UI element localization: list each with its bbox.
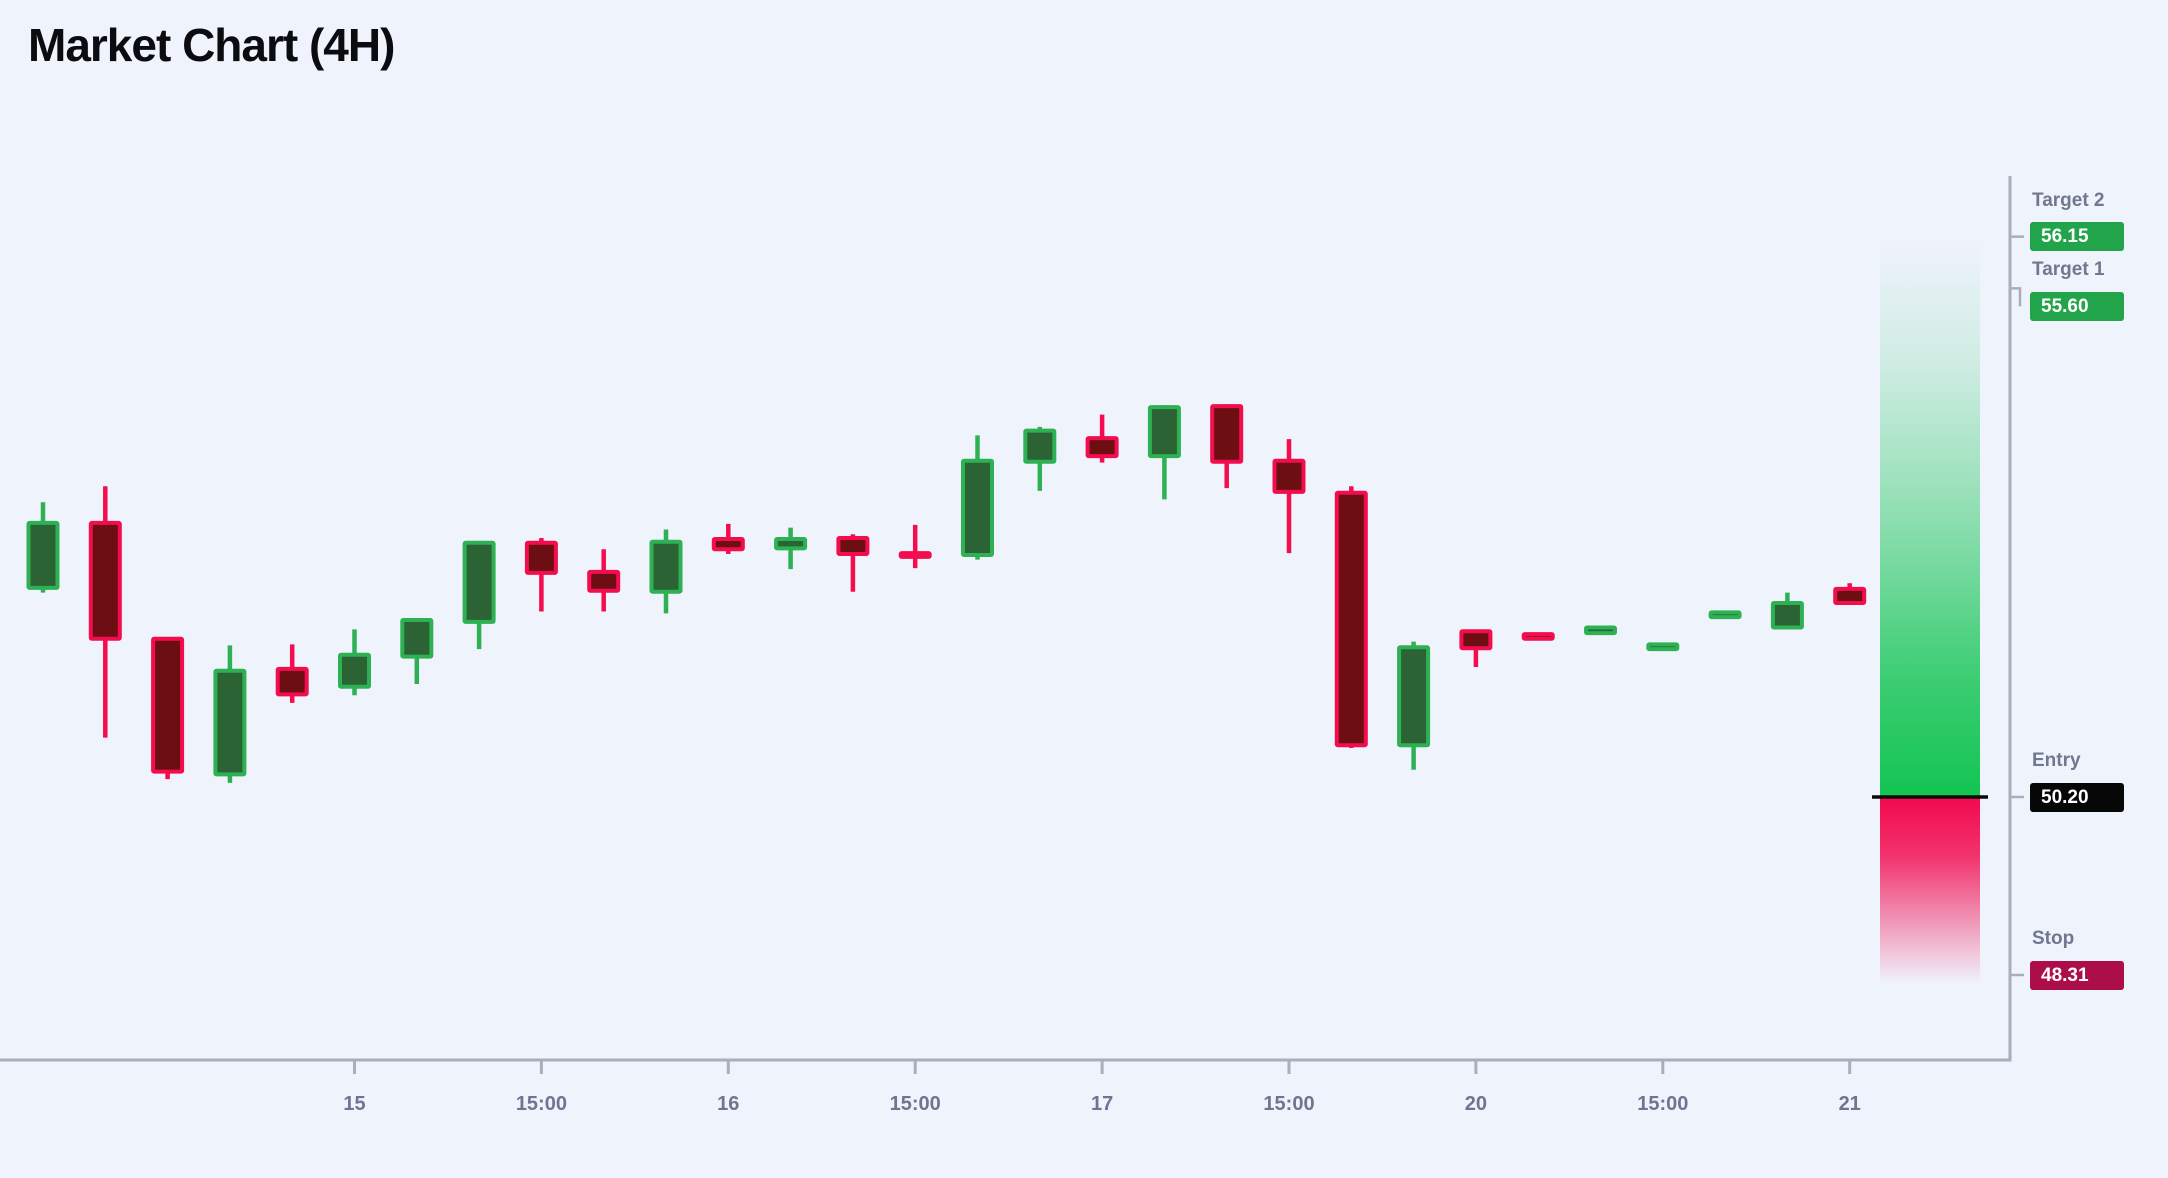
entry-price-badge: 50.20 (2030, 782, 2124, 812)
candle-body (151, 636, 185, 774)
candle-body (400, 617, 434, 659)
reward-zone (1880, 242, 1980, 797)
candle-bear (1085, 414, 1119, 463)
stop-price-badge: 48.31 (2030, 960, 2124, 990)
candle-bear (587, 549, 621, 612)
target1-elbow-tick (2010, 287, 2022, 307)
candle-bear (898, 524, 932, 569)
candle-body (898, 551, 932, 559)
target1-price-badge: 55.60 (2030, 291, 2124, 321)
candle-bull (774, 527, 808, 570)
candle-body (338, 652, 371, 689)
candle-body (1708, 610, 1742, 620)
candle-body (1085, 436, 1119, 459)
target2-price-badge: 56.15 (2030, 222, 2124, 252)
candle-bull (961, 435, 994, 560)
candle-body (1521, 632, 1555, 641)
candle-bull (1397, 641, 1431, 770)
candle-bull (400, 617, 434, 684)
candle-bull (649, 529, 683, 614)
candle-body (1334, 490, 1368, 748)
x-axis-tick-label: 20 (1465, 1093, 1487, 1115)
candle-body (213, 668, 247, 777)
x-axis-tick-label: 15:00 (1637, 1093, 1688, 1115)
candle-body (275, 666, 309, 697)
candle-body (1584, 625, 1617, 636)
target2-label: Target 2 (2032, 189, 2105, 211)
candle-bear (711, 523, 745, 555)
candle-body (88, 520, 122, 641)
candle-bear (524, 538, 558, 612)
candle-body (26, 520, 60, 590)
candle-body (836, 536, 870, 557)
candle-body (524, 540, 558, 575)
x-axis-tick-label: 15:00 (890, 1093, 941, 1115)
candle-body (1210, 404, 1244, 464)
candle-bull (1023, 426, 1057, 491)
x-axis-tick-label: 15:00 (516, 1093, 567, 1115)
candle-bear (1521, 632, 1555, 641)
candle-bear (275, 644, 309, 703)
candle-body (649, 539, 683, 594)
candle-bull (1646, 642, 1680, 652)
x-axis-tick-label: 15 (343, 1093, 365, 1115)
risk-zone (1880, 797, 1980, 984)
candle-body (1272, 458, 1306, 494)
candle-body (1397, 645, 1431, 748)
candle-body (587, 569, 621, 593)
x-axis-tick-label: 16 (717, 1093, 739, 1115)
candle-body (462, 540, 496, 624)
page-title: Market Chart (4H) (28, 19, 395, 71)
entry-label: Entry (2032, 750, 2081, 771)
candle-bull (462, 540, 496, 650)
candle-bull (26, 502, 60, 593)
candle-body (961, 458, 994, 557)
candle-bull (1770, 592, 1804, 630)
candle-bear (151, 636, 185, 780)
candle-bear (1459, 629, 1493, 668)
x-axis-tick-label: 17 (1091, 1093, 1113, 1115)
candle-bear (1334, 486, 1368, 749)
candle-body (1023, 428, 1057, 464)
candle-bear (1210, 404, 1244, 489)
candle-bear (88, 486, 122, 738)
target1-label: Target 1 (2032, 259, 2105, 281)
candle-bull (1147, 405, 1181, 500)
x-axis-tick-label: 15:00 (1263, 1093, 1314, 1115)
candle-body (1147, 405, 1181, 459)
candle-body (1770, 600, 1804, 630)
candle-bear (1272, 439, 1306, 554)
candle-bear (836, 534, 870, 592)
stop-label: Stop (2032, 928, 2075, 949)
candle-body (1459, 629, 1493, 651)
candle-body (1646, 642, 1680, 652)
candle-bull (213, 645, 247, 783)
candle-body (774, 536, 808, 551)
candle-bull (1584, 625, 1617, 636)
candle-bull (1708, 610, 1742, 620)
candle-bull (338, 629, 371, 696)
candle-body (711, 536, 745, 552)
candle-body (1833, 586, 1867, 605)
x-axis-tick-label: 21 (1839, 1093, 1861, 1115)
candle-bear (1833, 583, 1867, 605)
